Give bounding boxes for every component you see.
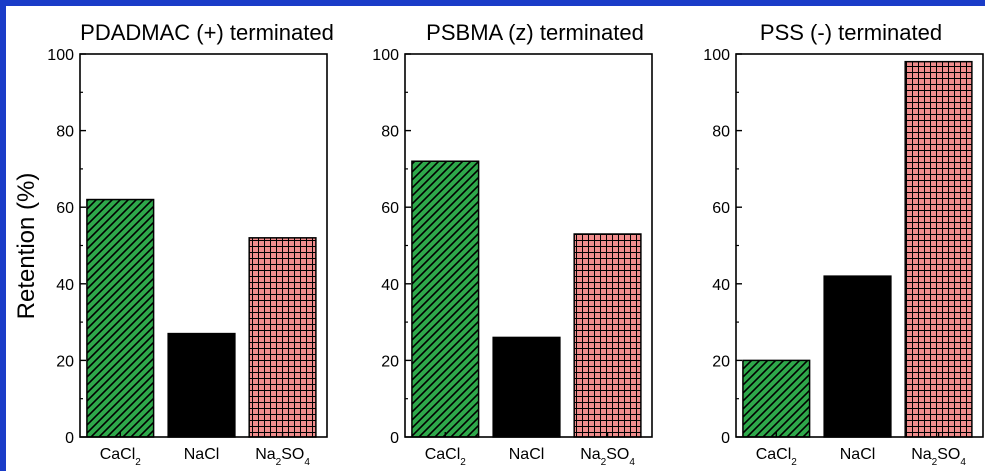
panel-title: PSBMA (z) terminated (426, 20, 644, 45)
y-tick-label: 20 (381, 353, 399, 370)
x-tick-label: CaCl2 (756, 446, 798, 468)
x-tick-label: NaCl (184, 446, 220, 463)
bar-cacl (86, 198, 155, 438)
y-tick-label: 40 (712, 277, 730, 294)
y-tick-label: 80 (712, 124, 730, 141)
y-tick-label: 80 (56, 124, 74, 141)
bar-nacl (823, 275, 892, 438)
y-tick-label: 100 (703, 47, 730, 64)
x-tick-label: CaCl2 (100, 446, 142, 468)
y-axis-label: Retention (%) (13, 173, 40, 320)
bar-naso (904, 60, 973, 438)
panel-pss: PSS (-) terminated 0 20 40 60 80 100 CaCl2 NaCl N… (703, 20, 984, 468)
bar-naso (573, 233, 642, 438)
x-tick-label: Na2SO4 (911, 446, 966, 468)
figure-frame-left-edge (0, 0, 6, 471)
y-tick-label: 0 (721, 430, 730, 447)
panel-title: PSS (-) terminated (760, 20, 942, 45)
figure-frame-top-edge (0, 0, 985, 6)
y-tick-label: 40 (381, 277, 399, 294)
y-tick-label: 40 (56, 277, 74, 294)
y-tick-label: 60 (712, 200, 730, 217)
bar-cacl (411, 160, 480, 438)
x-tick-label: CaCl2 (425, 446, 467, 468)
y-tick-label: 20 (56, 353, 74, 370)
x-tick-label: Na2SO4 (255, 446, 310, 468)
bar-nacl (167, 332, 236, 438)
panel-psbma: PSBMA (z) terminated 0 20 40 60 80 100 CaCl2 NaC… (372, 20, 653, 468)
panel-title: PDADMAC (+) terminated (80, 20, 334, 45)
y-tick-label: 0 (65, 430, 74, 447)
x-tick-label: NaCl (840, 446, 876, 463)
bar-naso (248, 237, 317, 438)
x-tick-label: Na2SO4 (580, 446, 635, 468)
y-tick-label: 60 (56, 200, 74, 217)
y-tick-label: 100 (47, 47, 74, 64)
y-tick-label: 20 (712, 353, 730, 370)
bar-nacl (492, 336, 561, 438)
y-tick-label: 0 (390, 430, 399, 447)
panel-pdadmac: PDADMAC (+) terminated 0 20 40 60 80 100 CaCl2 N… (47, 20, 334, 468)
bar-cacl (742, 359, 811, 438)
x-tick-label: NaCl (509, 446, 545, 463)
y-tick-label: 100 (372, 47, 399, 64)
y-tick-label: 60 (381, 200, 399, 217)
y-tick-label: 80 (381, 124, 399, 141)
